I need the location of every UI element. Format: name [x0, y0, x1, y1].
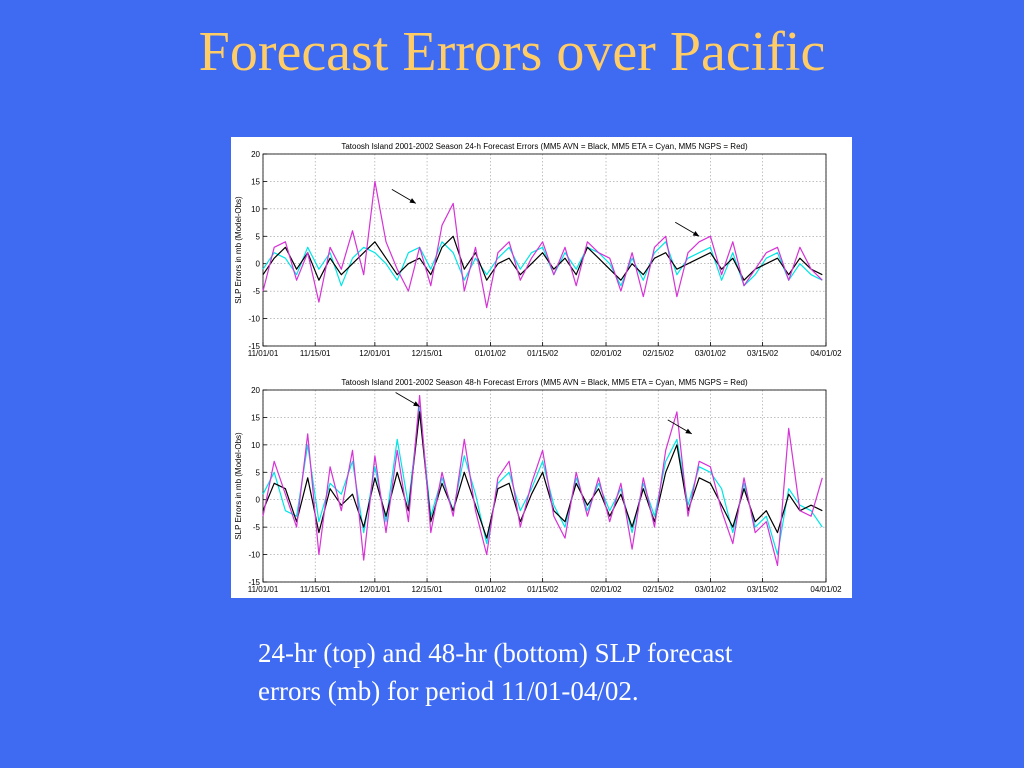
chart-48h-ytick-label: -10	[248, 551, 260, 560]
chart-24h-xtick-label: 04/01/02	[810, 349, 842, 358]
chart-48h: -15 -10 -5 0 5 10 15 20 11/01/01 11/15/01 12/01/01…	[234, 378, 842, 594]
chart-48h-series-mm5-ngps	[262, 394, 823, 567]
chart-24h-series-mm5-avn	[262, 235, 823, 281]
slide-caption: 24-hr (top) and 48-hr (bottom) SLP forec…	[258, 634, 898, 710]
chart-48h-annotation-arrowhead	[685, 428, 692, 434]
chart-24h-ytick-label: 10	[251, 205, 260, 214]
chart-24h-plot-frame	[262, 153, 827, 347]
chart-48h-xtick-label: 11/15/01	[300, 585, 331, 594]
chart-48h-xtick-label: 12/15/01	[411, 585, 443, 594]
chart-48h-ytick-label: -5	[253, 523, 261, 532]
chart-48h-plot-frame	[262, 389, 827, 583]
chart-24h-ytick-label: -5	[253, 287, 261, 296]
chart-24h-title: Tatoosh Island 2001-2002 Season 24-h For…	[341, 142, 748, 151]
chart-24h-series-mm5-ngps	[262, 180, 823, 309]
chart-24h-ylabel: SLP Errors in mb (Model-Obs)	[234, 196, 243, 304]
chart-48h-xtick-label: 04/01/02	[810, 585, 842, 594]
chart-48h-series-mm5-avn	[262, 411, 823, 539]
chart-24h: -15 -10 -5 0 5 10 15 20 11/01/01 11/15/01 12/01/01…	[234, 142, 842, 358]
chart-24h-ytick-label: 0	[256, 260, 261, 269]
chart-48h-annotation-arrowhead	[413, 401, 420, 407]
chart-24h-annotation-arrowhead	[692, 231, 700, 237]
chart-figure: -15 -10 -5 0 5 10 15 20 11/01/01 11/15/01 12/01/01…	[231, 137, 852, 598]
slide-title: Forecast Errors over Pacific	[198, 21, 826, 83]
chart-48h-xtick-label: 03/15/02	[747, 585, 779, 594]
chart-24h-xtick-label: 03/15/02	[747, 349, 779, 358]
chart-48h-ytick-label: 0	[256, 496, 261, 505]
chart-48h-xtick-label: 11/01/01	[248, 585, 279, 594]
chart-24h-ytick-label: -15	[248, 342, 260, 351]
chart-24h-ytick-label: 5	[256, 232, 261, 241]
chart-24h-xtick-label: 11/01/01	[248, 349, 279, 358]
chart-48h-ytick-label: 10	[251, 441, 260, 450]
caption-line-2: errors (mb) for period 11/01-04/02.	[258, 676, 639, 706]
caption-line-1: 24-hr (top) and 48-hr (bottom) SLP forec…	[258, 638, 733, 668]
chart-48h-xtick-label: 02/01/02	[590, 585, 622, 594]
chart-24h-xtick-label: 02/01/02	[590, 349, 622, 358]
chart-24h-ytick-label: 15	[251, 177, 260, 186]
chart-48h-ytick-label: 5	[256, 468, 261, 477]
chart-24h-ytick-label: -10	[248, 315, 260, 324]
chart-48h-xtick-label: 12/01/01	[359, 585, 391, 594]
chart-24h-xtick-label: 12/15/01	[411, 349, 443, 358]
chart-24h-ytick-label: 20	[251, 150, 260, 159]
chart-48h-xtick-label: 01/15/02	[527, 585, 559, 594]
chart-24h-xtick-label: 12/01/01	[359, 349, 391, 358]
chart-48h-ytick-label: 20	[251, 386, 260, 395]
chart-48h-ytick-label: -15	[248, 578, 260, 587]
chart-24h-annotation-arrowhead	[409, 198, 416, 204]
chart-48h-xtick-label: 01/01/02	[475, 585, 507, 594]
chart-48h-ylabel: SLP Errors in mb (Model-Obs)	[234, 432, 243, 540]
chart-24h-xtick-label: 01/01/02	[475, 349, 507, 358]
chart-48h-xtick-label: 03/01/02	[695, 585, 727, 594]
chart-48h-ytick-label: 15	[251, 413, 260, 422]
chart-24h-xtick-label: 11/15/01	[300, 349, 331, 358]
chart-24h-xtick-label: 01/15/02	[527, 349, 559, 358]
chart-48h-xtick-label: 02/15/02	[643, 585, 675, 594]
charts-svg: -15 -10 -5 0 5 10 15 20 11/01/01 11/15/01 12/01/01…	[234, 142, 842, 594]
chart-24h-xtick-label: 03/01/02	[695, 349, 727, 358]
chart-24h-xtick-label: 02/15/02	[643, 349, 675, 358]
chart-48h-title: Tatoosh Island 2001-2002 Season 48-h For…	[341, 378, 748, 387]
